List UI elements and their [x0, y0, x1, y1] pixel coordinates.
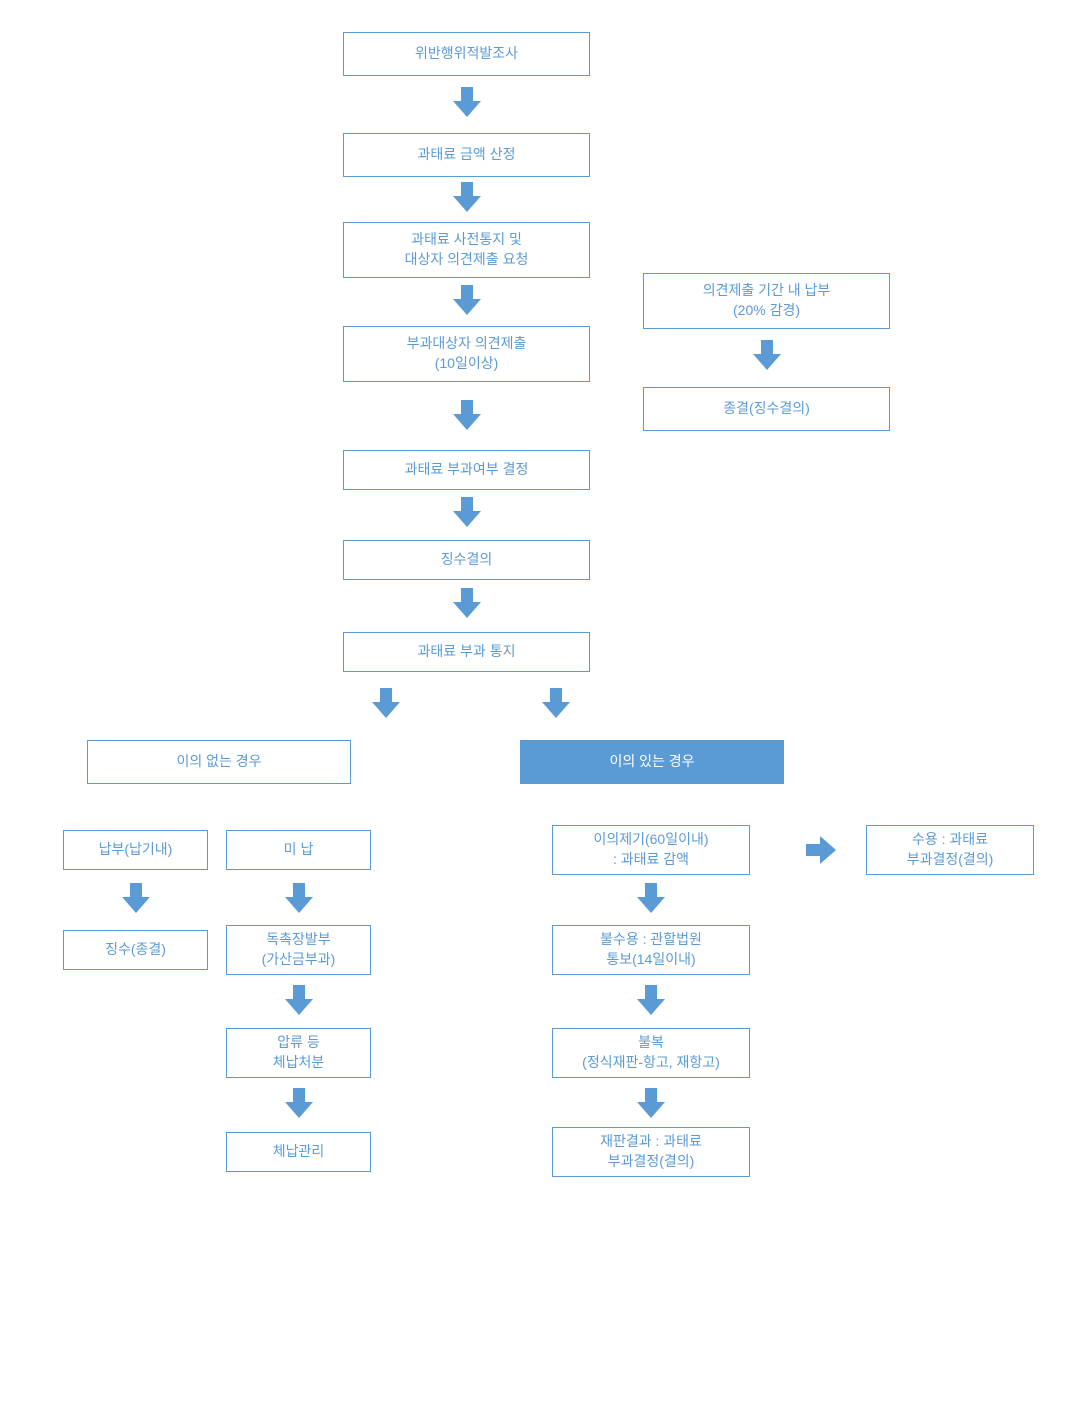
- arrow-down-icon: [455, 588, 479, 618]
- node-label: 의견제출 기간 내 납부(20% 감경): [703, 281, 831, 320]
- node-label: 과태료 부과여부 결정: [405, 460, 529, 480]
- arrow-down-icon: [455, 400, 479, 430]
- arrow-down-icon: [374, 688, 398, 718]
- node-label: 징수(종결): [105, 940, 166, 960]
- node-appeal: 불복(정식재판-항고, 재항고): [552, 1028, 750, 1078]
- node-trial-result: 재판결과 : 과태료부과결정(결의): [552, 1127, 750, 1177]
- node-no-objection: 이의 없는 경우: [87, 740, 351, 784]
- node-label: 불수용 : 관할법원통보(14일이내): [600, 930, 702, 969]
- node-imposition-decision: 과태료 부과여부 결정: [343, 450, 590, 490]
- node-label: 과태료 금액 산정: [418, 145, 516, 165]
- arrow-down-icon: [544, 688, 568, 718]
- node-closure-collection: 종결(징수결의): [643, 387, 890, 431]
- node-non-payment: 미 납: [226, 830, 371, 870]
- node-reminder-issue: 독촉장발부(가산금부과): [226, 925, 371, 975]
- arrow-down-icon: [639, 985, 663, 1015]
- node-arrears-management: 체납관리: [226, 1132, 371, 1172]
- arrow-down-icon: [287, 883, 311, 913]
- arrow-down-icon: [639, 1088, 663, 1118]
- node-collection-resolution: 징수결의: [343, 540, 590, 580]
- arrow-down-icon: [287, 1088, 311, 1118]
- node-objection-filing: 이의제기(60일이내): 과태료 감액: [552, 825, 750, 875]
- node-label: 체납관리: [273, 1142, 325, 1162]
- node-label: 독촉장발부(가산금부과): [262, 930, 336, 969]
- node-acceptance-decision: 수용 : 과태료부과결정(결의): [866, 825, 1034, 875]
- node-imposition-notice: 과태료 부과 통지: [343, 632, 590, 672]
- node-payment-within-period: 의견제출 기간 내 납부(20% 감경): [643, 273, 890, 329]
- node-label: 과태료 사전통지 및대상자 의견제출 요청: [405, 230, 529, 269]
- arrow-down-icon: [124, 883, 148, 913]
- node-payment-within-due: 납부(납기내): [63, 830, 208, 870]
- arrow-down-icon: [455, 497, 479, 527]
- node-violation-investigation: 위반행위적발조사: [343, 32, 590, 76]
- node-collection-closed: 징수(종결): [63, 930, 208, 970]
- arrow-down-icon: [639, 883, 663, 913]
- node-label: 미 납: [284, 840, 314, 860]
- node-opinion-submission: 부과대상자 의견제출(10일이상): [343, 326, 590, 382]
- node-label: 종결(징수결의): [723, 399, 810, 419]
- node-label: 재판결과 : 과태료부과결정(결의): [600, 1132, 702, 1171]
- arrow-down-icon: [455, 182, 479, 212]
- node-label: 압류 등체납처분: [273, 1033, 325, 1072]
- node-label: 부과대상자 의견제출(10일이상): [407, 334, 527, 373]
- arrow-down-icon: [287, 985, 311, 1015]
- node-court-notification: 불수용 : 관할법원통보(14일이내): [552, 925, 750, 975]
- node-label: 불복(정식재판-항고, 재항고): [582, 1033, 720, 1072]
- node-seizure-disposition: 압류 등체납처분: [226, 1028, 371, 1078]
- arrow-down-icon: [755, 340, 779, 370]
- node-label: 위반행위적발조사: [415, 44, 518, 64]
- arrow-down-icon: [455, 285, 479, 315]
- arrow-down-icon: [455, 87, 479, 117]
- node-amount-calculation: 과태료 금액 산정: [343, 133, 590, 177]
- node-label: 과태료 부과 통지: [418, 642, 516, 662]
- node-label: 징수결의: [441, 550, 493, 570]
- node-has-objection: 이의 있는 경우: [520, 740, 784, 784]
- node-label: 수용 : 과태료부과결정(결의): [907, 830, 994, 869]
- node-label: 납부(납기내): [99, 840, 173, 860]
- node-advance-notice: 과태료 사전통지 및대상자 의견제출 요청: [343, 222, 590, 278]
- node-label: 이의제기(60일이내): 과태료 감액: [593, 830, 708, 869]
- node-label: 이의 있는 경우: [609, 752, 694, 772]
- node-label: 이의 없는 경우: [176, 752, 261, 772]
- arrow-right-icon: [806, 838, 836, 862]
